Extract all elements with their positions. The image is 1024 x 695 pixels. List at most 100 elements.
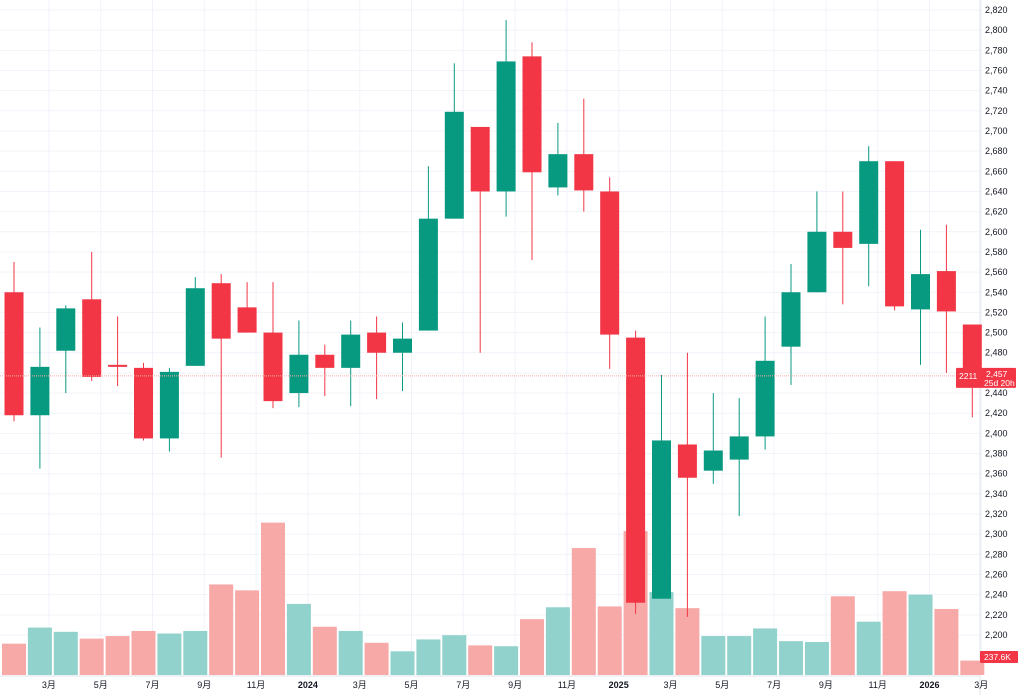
volume-bar: [416, 639, 441, 675]
volume-bar: [468, 645, 493, 675]
y-tick-label: 2,200: [985, 630, 1008, 640]
x-tick-label: 3月: [974, 680, 988, 690]
y-tick-label: 2,800: [985, 25, 1008, 35]
x-tick-label: 5月: [715, 680, 729, 690]
last-price-badge: [956, 367, 1016, 388]
y-tick-label: 2,640: [985, 186, 1008, 196]
candle-body: [82, 299, 102, 377]
grid: [0, 0, 982, 695]
y-tick-label: 2,220: [985, 610, 1008, 620]
y-tick-label: 2,820: [985, 5, 1008, 15]
candle-body: [859, 161, 879, 244]
volume-bar: [908, 594, 933, 675]
candle-body: [522, 56, 542, 173]
y-tick-label: 2,560: [985, 267, 1008, 277]
y-tick-label: 2,660: [985, 166, 1008, 176]
candle-body: [237, 307, 257, 333]
volume-bar: [390, 651, 415, 675]
candle-body: [652, 440, 671, 599]
candles: [4, 20, 982, 617]
volume-bar: [2, 643, 26, 675]
volume-bar: [779, 641, 803, 675]
volume-bar: [597, 606, 622, 675]
candle-body: [496, 61, 516, 192]
x-tick-label: 7月: [767, 680, 781, 690]
price-badges: 2211 2,457 25d 20h 237.6K: [956, 367, 1018, 663]
x-tick-label: 9月: [819, 680, 833, 690]
time-axis[interactable]: 3月 5月 7月 9月 11月 2024 3月 5月 7月 9月 11月 2025 3月 5月 7月 9月 11…: [42, 680, 988, 690]
candle-body: [263, 332, 283, 402]
x-tick-label: 2026: [919, 680, 939, 690]
volume-bar: [494, 646, 519, 675]
candle-body: [626, 337, 646, 603]
last-volume-badge: [980, 651, 1018, 663]
candle-body: [755, 360, 775, 437]
volume-bar: [856, 621, 881, 675]
volume-bar: [105, 636, 130, 675]
volume-bar: [545, 607, 570, 675]
candle-body: [807, 231, 827, 293]
volume-bar: [753, 628, 778, 675]
candle-body: [211, 283, 231, 339]
volume-bar: [27, 627, 52, 675]
y-tick-label: 2,240: [985, 590, 1008, 600]
volume-bar: [338, 630, 363, 675]
volume-bar: [312, 626, 337, 675]
volume-bar: [520, 619, 544, 675]
y-tick-label: 2,340: [985, 489, 1008, 499]
last-price-value: 2,457: [986, 369, 1008, 379]
candle-body: [159, 371, 179, 439]
candle-body: [393, 338, 412, 353]
volume-bar: [157, 633, 182, 675]
y-tick-label: 2,780: [985, 45, 1008, 55]
x-tick-label: 5月: [94, 680, 108, 690]
y-tick-label: 2,600: [985, 227, 1008, 237]
volume-bar: [53, 631, 78, 675]
x-tick-label: 2024: [298, 680, 318, 690]
volume-bar: [571, 548, 596, 675]
y-tick-label: 2,360: [985, 469, 1008, 479]
y-tick-label: 2,420: [985, 408, 1008, 418]
y-tick-label: 2,720: [985, 106, 1008, 116]
candle-body: [30, 366, 50, 416]
last-price-tag: 2211: [959, 371, 978, 381]
x-tick-label: 3月: [353, 680, 367, 690]
x-tick-label: 11月: [558, 680, 576, 690]
volume-bar: [209, 584, 234, 675]
x-tick-label: 7月: [145, 680, 159, 690]
candle-body: [341, 334, 361, 368]
candle-body: [781, 292, 801, 347]
x-tick-label: 3月: [663, 680, 677, 690]
volume-bar: [934, 608, 959, 675]
x-tick-label: 9月: [508, 680, 522, 690]
candle-body: [470, 126, 490, 192]
volume-bar: [960, 660, 985, 675]
y-tick-label: 2,540: [985, 287, 1008, 297]
x-tick-label: 11月: [869, 680, 887, 690]
volume-bar: [830, 596, 855, 675]
candle-body: [185, 288, 205, 366]
y-tick-label: 2,260: [985, 570, 1008, 580]
x-tick-label: 7月: [456, 680, 470, 690]
x-tick-label: 3月: [42, 680, 56, 690]
volume-bar: [364, 642, 389, 675]
candle-body: [315, 354, 335, 368]
y-tick-label: 2,380: [985, 449, 1008, 459]
y-tick-label: 2,320: [985, 509, 1008, 519]
candle-body: [289, 354, 309, 394]
price-axis[interactable]: 2,200 2,220 2,240 2,260 2,280 2,300 2,320 2,340…: [985, 5, 1008, 640]
x-tick-label: 2025: [609, 680, 629, 690]
bar-countdown: 25d 20h: [984, 378, 1015, 388]
candle-body: [574, 154, 594, 191]
y-tick-label: 2,440: [985, 388, 1008, 398]
y-tick-label: 2,500: [985, 328, 1008, 338]
candle-body: [936, 271, 956, 312]
volume-bar: [727, 636, 752, 675]
volume-bar: [286, 603, 311, 675]
volume-bar: [261, 522, 285, 675]
y-tick-label: 2,280: [985, 549, 1008, 559]
volume-bar: [442, 635, 467, 675]
candle-body: [367, 332, 387, 353]
volume-bar: [235, 590, 260, 675]
